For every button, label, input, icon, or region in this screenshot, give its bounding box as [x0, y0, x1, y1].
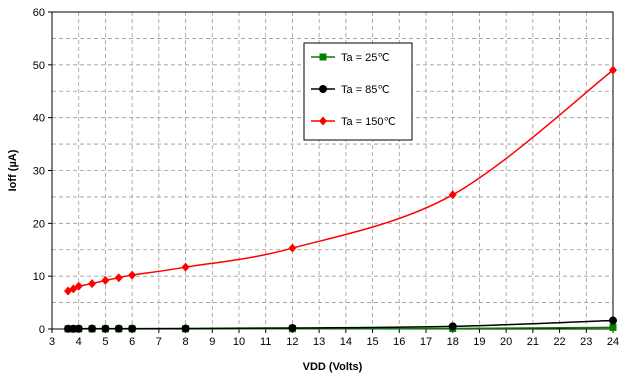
x-tick-label: 10 — [233, 336, 245, 348]
legend-label: Ta = 150℃ — [341, 116, 396, 128]
data-point — [609, 316, 617, 325]
x-tick-label: 18 — [447, 336, 459, 348]
y-tick-label: 30 — [33, 166, 45, 178]
data-point — [128, 324, 137, 333]
data-point — [448, 322, 457, 331]
data-point — [74, 281, 83, 291]
series-2 — [64, 316, 617, 333]
x-tick-label: 4 — [76, 336, 82, 348]
x-tick-label: 22 — [553, 336, 565, 348]
y-tick-label: 20 — [33, 218, 45, 230]
legend-item: Ta = 25℃ — [311, 52, 390, 64]
legend-marker — [319, 53, 327, 61]
data-point — [288, 243, 297, 253]
y-tick-label: 0 — [39, 324, 45, 336]
data-point — [448, 190, 457, 200]
data-point — [114, 324, 123, 333]
x-tick-label: 19 — [473, 336, 485, 348]
legend-marker — [319, 116, 327, 126]
x-tick-label: 24 — [607, 336, 619, 348]
x-tick-label: 11 — [260, 336, 271, 348]
series-3 — [64, 65, 617, 296]
x-tick-label: 3 — [49, 336, 55, 348]
data-point — [288, 323, 297, 332]
x-tick-label: 15 — [366, 336, 378, 348]
data-point — [128, 270, 137, 280]
x-tick-label: 7 — [156, 336, 162, 348]
data-point — [101, 275, 110, 285]
data-point — [101, 324, 110, 333]
data-point — [114, 273, 123, 283]
y-axis-title: Ioff (µA) — [7, 149, 19, 191]
x-tick-label: 8 — [183, 336, 189, 348]
x-tick-label: 17 — [420, 336, 432, 348]
data-point — [609, 323, 617, 331]
x-tick-label: 9 — [209, 336, 215, 348]
legend-label: Ta = 25℃ — [341, 52, 390, 64]
axis-ticks: 0 10 20 30 40 50 60 3 4 5 6 7 8 9 10 11 12 13 14 15 16 17 18 19… — [33, 7, 619, 348]
y-tick-label: 50 — [33, 60, 45, 72]
legend: Ta = 25℃ Ta = 85℃ Ta = 150℃ — [303, 42, 413, 141]
x-tick-label: 14 — [340, 336, 352, 348]
data-point — [88, 279, 97, 289]
legend-item: Ta = 85℃ — [311, 84, 390, 96]
y-tick-label: 60 — [33, 7, 45, 19]
data-point — [181, 324, 190, 333]
x-tick-label: 13 — [313, 336, 325, 348]
legend-item: Ta = 150℃ — [311, 116, 396, 128]
legend-label: Ta = 85℃ — [341, 84, 390, 96]
y-tick-label: 40 — [33, 113, 45, 125]
x-tick-label: 12 — [286, 336, 298, 348]
x-tick-label: 20 — [500, 336, 512, 348]
y-tick-label: 10 — [33, 271, 45, 283]
x-tick-label: 5 — [102, 336, 108, 348]
data-point — [88, 324, 97, 333]
data-point — [74, 324, 83, 333]
series-group — [64, 65, 617, 333]
legend-marker — [319, 85, 327, 93]
data-point — [181, 262, 190, 272]
x-tick-label: 21 — [527, 336, 539, 348]
x-tick-label: 23 — [580, 336, 592, 348]
x-tick-label: 6 — [129, 336, 135, 348]
x-axis-title: VDD (Volts) — [303, 361, 363, 373]
x-tick-label: 16 — [393, 336, 405, 348]
data-point — [609, 65, 617, 75]
